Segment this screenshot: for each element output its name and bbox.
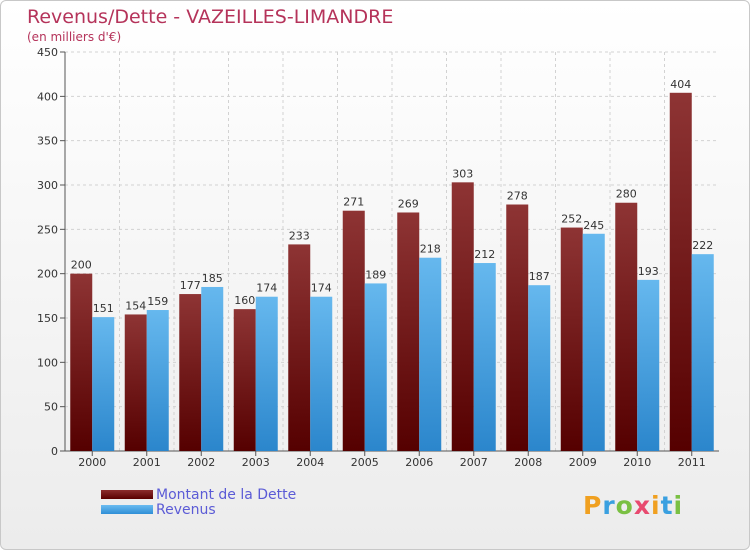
data-label-dette: 271 (343, 196, 364, 209)
bar-revenus (255, 296, 278, 451)
data-label-dette: 303 (452, 167, 473, 180)
bar-dette (342, 210, 365, 451)
data-label-revenus: 185 (202, 272, 223, 285)
x-tick-label: 2008 (514, 456, 542, 469)
y-tick-label: 250 (37, 223, 58, 236)
y-tick-label: 350 (37, 135, 58, 148)
logo-letter: x (633, 491, 651, 520)
data-label-revenus: 187 (529, 270, 550, 283)
data-label-revenus: 151 (93, 302, 114, 315)
bar-revenus (582, 233, 605, 451)
bar-revenus (691, 254, 714, 451)
y-tick-label: 100 (37, 356, 58, 369)
data-label-dette: 154 (125, 299, 146, 312)
data-label-dette: 177 (180, 279, 201, 292)
bar-dette (451, 182, 474, 451)
data-label-revenus: 159 (147, 295, 168, 308)
y-tick-label: 150 (37, 312, 58, 325)
bar-dette (506, 204, 529, 451)
legend: Montant de la Dette Revenus (101, 486, 297, 518)
legend-item-dette: Montant de la Dette (101, 486, 297, 503)
bar-revenus (528, 285, 551, 451)
bar-dette (560, 227, 583, 451)
legend-item-revenus: Revenus (101, 501, 296, 518)
chart-title: Revenus/Dette - VAZEILLES-LIMANDRE (27, 6, 394, 28)
grid-lines (65, 51, 719, 451)
x-tick-label: 2000 (78, 456, 106, 469)
logo-letter: i (651, 491, 661, 520)
x-tick-label: 2005 (351, 456, 379, 469)
data-label-revenus: 212 (474, 248, 495, 261)
data-label-dette: 252 (561, 213, 582, 226)
logo-letter: t (660, 491, 674, 520)
data-label-revenus: 174 (256, 282, 277, 295)
proxiti-logo: Proxiti (583, 491, 683, 520)
bar-revenus (201, 286, 224, 451)
bar-dette (179, 294, 202, 451)
bar-dette (397, 212, 420, 451)
bar-dette (70, 273, 93, 451)
legend-label-dette: Montant de la Dette (156, 486, 297, 503)
chart-subtitle: (en milliers d'€) (27, 30, 122, 44)
bar-revenus (637, 279, 660, 451)
data-label-revenus: 193 (638, 265, 659, 278)
bar-revenus (419, 257, 442, 451)
bar-dette (233, 309, 256, 451)
logo-letter: o (615, 491, 634, 520)
bar-revenus (364, 283, 387, 451)
data-label-dette: 278 (507, 190, 528, 203)
logo-letter: i (673, 491, 684, 520)
data-label-revenus: 218 (420, 243, 441, 256)
y-tick-label: 450 (37, 46, 58, 59)
x-tick-label: 2011 (678, 456, 706, 469)
data-label-dette: 233 (289, 229, 310, 242)
legend-label-revenus: Revenus (156, 501, 216, 518)
bar-revenus (310, 296, 333, 451)
x-tick-label: 2009 (569, 456, 597, 469)
data-label-dette: 200 (71, 259, 92, 272)
y-tick-label: 300 (37, 179, 58, 192)
x-tick-label: 2004 (296, 456, 324, 469)
y-tick-label: 200 (37, 268, 58, 281)
data-label-revenus: 174 (311, 282, 332, 295)
data-label-dette: 269 (398, 197, 419, 210)
data-label-dette: 160 (234, 294, 255, 307)
data-label-revenus: 189 (365, 268, 386, 281)
data-label-dette: 404 (670, 78, 691, 91)
bar-revenus (146, 310, 169, 451)
y-tick-label: 400 (37, 90, 58, 103)
data-label-revenus: 222 (692, 239, 713, 252)
bar-dette (124, 314, 147, 451)
x-tick-label: 2007 (460, 456, 488, 469)
logo-letter: P (583, 491, 603, 520)
x-tick-label: 2002 (187, 456, 215, 469)
bar-dette (615, 202, 638, 451)
bar-dette (669, 92, 692, 451)
data-label-dette: 280 (616, 188, 637, 201)
legend-swatch-dette (101, 490, 153, 499)
data-label-revenus: 245 (583, 219, 604, 232)
bar-dette (288, 244, 311, 451)
x-tick-label: 2006 (405, 456, 433, 469)
bar-revenus (92, 317, 115, 451)
bar-revenus (473, 263, 496, 451)
legend-swatch-revenus (101, 505, 153, 514)
y-tick-label: 0 (51, 445, 58, 458)
y-tick-label: 50 (44, 401, 58, 414)
logo-letter: r (602, 491, 616, 520)
bars (70, 92, 714, 451)
x-tick-label: 2001 (133, 456, 161, 469)
x-tick-label: 2003 (242, 456, 270, 469)
x-tick-label: 2010 (623, 456, 651, 469)
